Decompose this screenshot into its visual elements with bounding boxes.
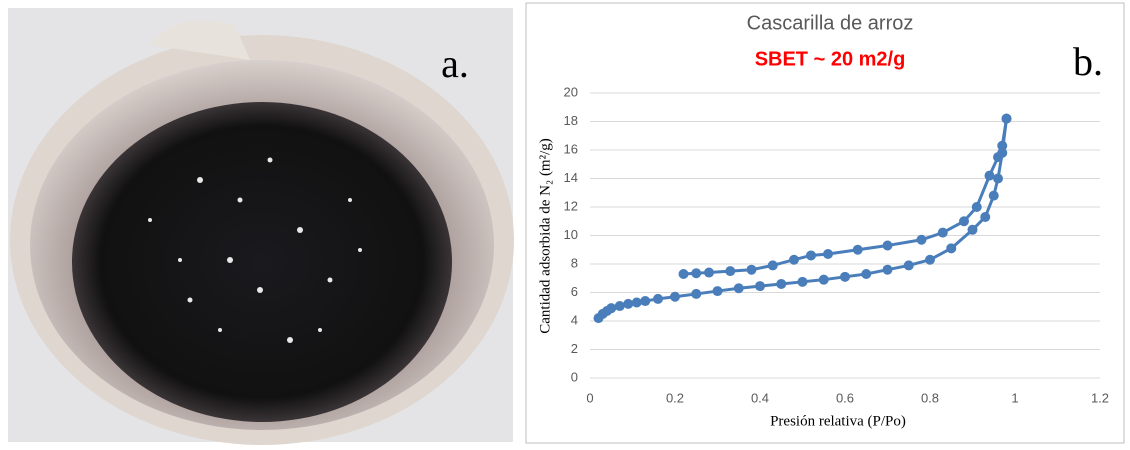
x-tick-label: 0 (586, 390, 593, 405)
panel-label: a. (441, 41, 469, 86)
data-point (997, 141, 1007, 151)
data-point (840, 272, 850, 282)
data-point (789, 255, 799, 265)
data-point (1002, 114, 1012, 124)
data-point (768, 260, 778, 270)
y-tick-label: 2 (571, 341, 578, 356)
data-point (776, 279, 786, 289)
data-point (670, 292, 680, 302)
data-point (747, 265, 757, 275)
y-tick-label: 0 (571, 369, 578, 384)
chart-subtitle: SBET ~ 20 m2/g (755, 48, 906, 70)
data-point (806, 250, 816, 260)
x-tick-label: 1.2 (1091, 390, 1109, 405)
y-tick-label: 6 (571, 284, 578, 299)
data-point (946, 243, 956, 253)
data-point (917, 235, 927, 245)
panel-label: b. (1073, 39, 1103, 84)
data-point (615, 301, 625, 311)
data-point (861, 269, 871, 279)
data-point (725, 266, 735, 276)
data-point (980, 212, 990, 222)
data-point (640, 296, 650, 306)
data-point (925, 255, 935, 265)
data-point (691, 268, 701, 278)
y-tick-label: 12 (564, 198, 578, 213)
x-tick-label: 1 (1011, 390, 1018, 405)
data-point (679, 269, 689, 279)
x-axis-label: Presión relativa (P/Po) (770, 413, 906, 429)
x-tick-label: 0.6 (836, 390, 854, 405)
data-point (972, 202, 982, 212)
data-point (704, 268, 714, 278)
data-point (989, 191, 999, 201)
data-point (823, 249, 833, 259)
data-point (959, 216, 969, 226)
data-point (883, 240, 893, 250)
x-tick-label: 0.2 (666, 390, 684, 405)
data-point (734, 283, 744, 293)
data-point (632, 297, 642, 307)
data-point (883, 265, 893, 275)
data-point (606, 303, 616, 313)
chart-title: Cascarilla de arroz (747, 12, 914, 34)
data-point (985, 171, 995, 181)
y-tick-label: 18 (564, 113, 578, 128)
y-tick-label: 20 (564, 84, 578, 99)
y-tick-label: 4 (571, 312, 578, 327)
data-point (755, 281, 765, 291)
data-point (798, 277, 808, 287)
x-tick-label: 0.4 (751, 390, 769, 405)
data-point (819, 275, 829, 285)
figure: a. Cascarilla de arroz SBET ~ 20 m2/g b.… (0, 0, 1130, 450)
x-tick-label: 0.8 (921, 390, 939, 405)
y-tick-label: 14 (564, 170, 578, 185)
data-point (853, 245, 863, 255)
data-point (993, 174, 1003, 184)
data-point (713, 286, 723, 296)
y-tick-label: 16 (564, 141, 578, 156)
y-axis-label: Cantidad adsorbida de N₂ (m²/g) (537, 138, 553, 334)
data-point (691, 289, 701, 299)
data-point (993, 152, 1003, 162)
data-point (938, 228, 948, 238)
data-point (904, 260, 914, 270)
data-point (968, 225, 978, 235)
data-point (653, 294, 663, 304)
photo (8, 8, 514, 445)
data-point (623, 299, 633, 309)
y-tick-label: 8 (571, 255, 578, 270)
y-tick-label: 10 (564, 227, 578, 242)
